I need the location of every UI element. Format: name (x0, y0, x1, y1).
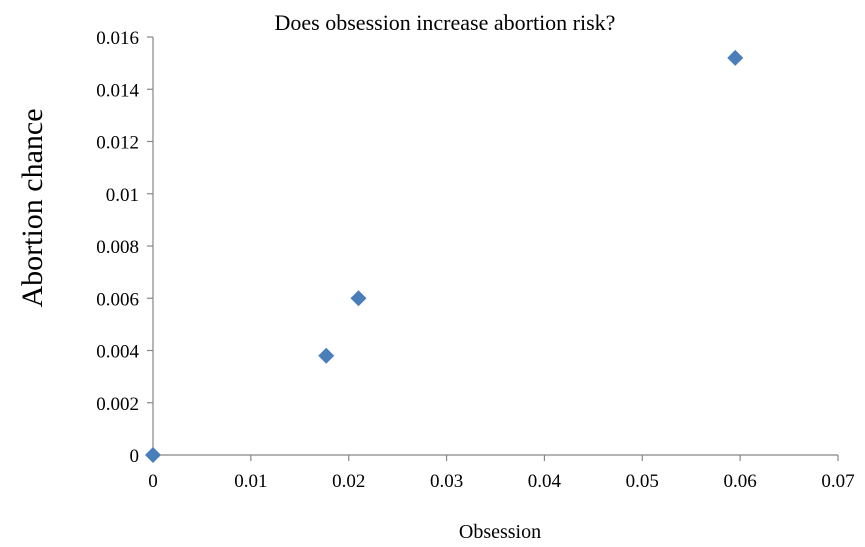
x-tick-label: 0.02 (332, 471, 365, 492)
chart-title: Does obsession increase abortion risk? (275, 10, 616, 35)
data-point (727, 49, 744, 66)
x-tick-label: 0.07 (821, 471, 854, 492)
data-point (145, 447, 161, 463)
y-tick-label: 0.008 (96, 237, 139, 258)
y-tick-label: 0 (130, 446, 140, 467)
y-tick-label: 0.016 (96, 28, 139, 49)
y-tick-label: 0.014 (96, 80, 139, 101)
x-tick-label: 0.06 (724, 471, 757, 492)
y-tick-label: 0.006 (96, 289, 139, 310)
x-tick-label: 0.04 (528, 471, 562, 492)
x-axis-label: Obsession (459, 521, 541, 543)
x-tick-label: 0.03 (430, 471, 463, 492)
y-ticks: 0 0.002 0.004 0.006 0.008 0.01 0.012 0.014 0.016 (96, 28, 153, 467)
x-ticks: 0 0.01 0.02 0.03 0.04 0.05 0.06 0.07 (148, 455, 855, 492)
x-tick-label: 0 (148, 471, 158, 492)
data-point (350, 290, 367, 307)
y-tick-label: 0.002 (96, 394, 139, 415)
y-tick-label: 0.01 (106, 185, 139, 206)
y-tick-label: 0.012 (96, 133, 139, 154)
y-axis-label: Abortion chance (16, 108, 49, 307)
x-tick-label: 0.01 (234, 471, 267, 492)
data-point (318, 347, 335, 364)
data-points (145, 49, 744, 463)
y-tick-label: 0.004 (96, 342, 139, 363)
x-tick-label: 0.05 (626, 471, 659, 492)
